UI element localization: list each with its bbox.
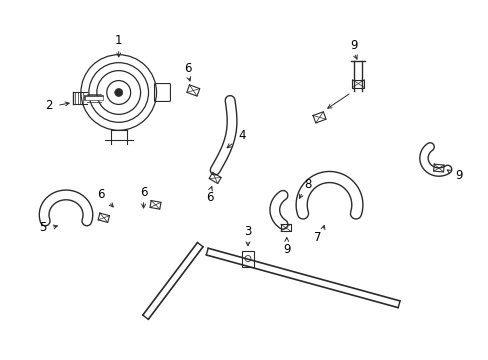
Bar (242, 251, 253, 266)
Text: 9: 9 (350, 39, 357, 52)
Text: 4: 4 (238, 129, 245, 142)
Text: 5: 5 (40, 221, 47, 234)
Text: 1: 1 (115, 34, 122, 47)
Text: 2: 2 (45, 99, 53, 112)
Text: 6: 6 (206, 192, 214, 204)
Circle shape (115, 89, 122, 96)
Text: 6: 6 (97, 188, 104, 201)
Text: 7: 7 (313, 231, 321, 244)
Text: 6: 6 (184, 62, 192, 75)
Text: 3: 3 (244, 225, 251, 238)
Text: 9: 9 (454, 168, 462, 181)
Text: 8: 8 (304, 179, 311, 192)
Text: 6: 6 (140, 186, 147, 199)
Text: 9: 9 (283, 243, 290, 256)
